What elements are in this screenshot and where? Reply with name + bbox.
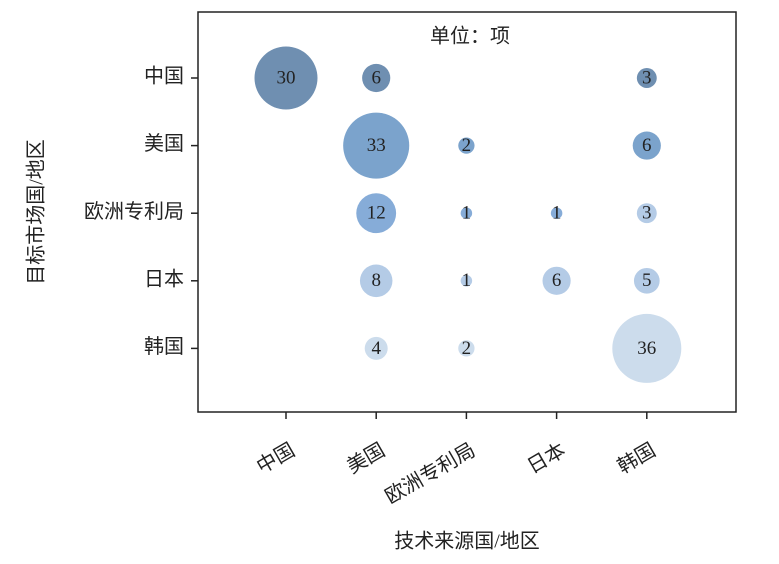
value-label: 6 (371, 67, 381, 88)
bubble (364, 336, 388, 360)
y-axis-label: 目标市场国/地区 (25, 139, 48, 285)
value-label: 3 (642, 203, 652, 224)
bubble (632, 131, 661, 160)
bubble (343, 112, 410, 179)
value-label: 6 (552, 270, 562, 291)
bubble (356, 193, 397, 234)
bubble (633, 267, 660, 294)
x-axis-label: 技术来源国/地区 (394, 530, 540, 553)
value-label: 36 (637, 338, 656, 359)
x-tick-label: 日本 (523, 438, 569, 478)
bubble (460, 207, 473, 219)
x-tick-label: 欧洲专利局 (381, 438, 479, 508)
chart-title: 单位：项 (430, 25, 510, 48)
value-label: 1 (462, 270, 472, 291)
value-label: 33 (367, 135, 386, 156)
bubble (458, 137, 475, 154)
value-label: 4 (371, 338, 381, 359)
bubble (254, 46, 318, 110)
bubble (636, 203, 657, 224)
x-tick-label: 韩国 (613, 438, 659, 478)
value-label: 6 (642, 135, 652, 156)
value-label: 3 (642, 67, 652, 88)
value-label: 12 (367, 203, 386, 224)
bubble (362, 63, 391, 93)
bubble (359, 264, 393, 298)
x-tick-label: 中国 (253, 438, 299, 478)
bubble (542, 266, 571, 295)
value-label: 1 (552, 203, 562, 224)
y-tick-label: 美国 (144, 132, 184, 155)
bubble (458, 340, 475, 357)
y-tick-label: 中国 (144, 65, 184, 88)
bubble (550, 207, 563, 219)
value-label: 5 (642, 270, 652, 291)
value-label: 2 (462, 338, 472, 359)
value-label: 30 (277, 67, 296, 88)
bubble (636, 68, 657, 88)
y-tick-label: 欧洲专利局 (84, 200, 184, 223)
y-tick-label: 韩国 (144, 335, 184, 358)
x-tick-label: 美国 (343, 438, 389, 478)
value-label: 8 (371, 270, 381, 291)
value-label: 1 (462, 203, 472, 224)
bubble (612, 313, 682, 383)
bubble (460, 275, 473, 287)
y-tick-label: 日本 (144, 267, 184, 290)
value-label: 2 (462, 135, 472, 156)
